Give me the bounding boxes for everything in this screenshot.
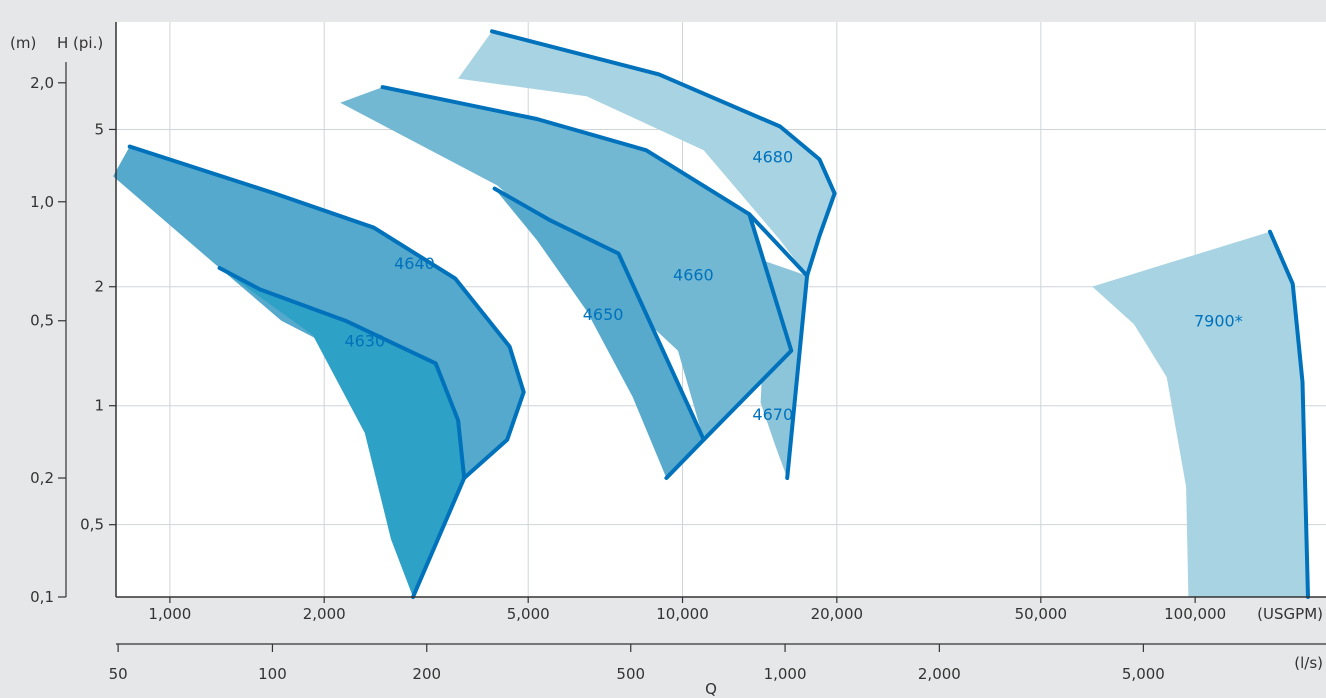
m-unit-label: (m)	[10, 34, 36, 52]
x-axis-title: Q	[705, 680, 717, 698]
edge-4640-top-line	[127, 144, 526, 480]
ft-tick-label: 0,5	[80, 516, 104, 534]
usgpm-tick-label: 2,000	[303, 605, 346, 623]
ft-unit-label: H (pi.)	[57, 34, 103, 52]
series-label-7900*: 7900*	[1194, 312, 1243, 331]
usgpm-tick-label: 5,000	[507, 605, 550, 623]
area-7900*	[1092, 231, 1308, 597]
edge-4650-bottom-line	[664, 437, 706, 480]
series-label-4630: 4630	[344, 332, 385, 351]
m-tick-label: 2,0	[30, 74, 54, 92]
edge-4660-right-line	[701, 212, 794, 442]
axes: 1,000 2,000 5,000 10,000 20,000 50,000 100,000…	[10, 22, 1326, 698]
series-label-4680: 4680	[752, 148, 793, 167]
lps-tick-label: 100	[258, 665, 287, 683]
m-tick-label: 0,1	[30, 588, 54, 606]
usgpm-tick-label: 10,000	[656, 605, 709, 623]
edge-7900-right-line	[1268, 229, 1310, 599]
usgpm-tick-label: 20,000	[811, 605, 864, 623]
usgpm-tick-label: 100,000	[1164, 605, 1226, 623]
lps-tick-label: 5,000	[1122, 665, 1165, 683]
lps-tick-label: 500	[616, 665, 645, 683]
area-4630	[219, 268, 465, 597]
area-4660	[340, 87, 792, 440]
lps-tick-label: 50	[109, 665, 128, 683]
m-tick-label: 0,2	[30, 469, 54, 487]
lps-tick-label: 2,000	[918, 665, 961, 683]
ft-tick-label: 5	[94, 120, 104, 138]
series-label-4650: 4650	[583, 305, 624, 324]
usgpm-tick-label: 50,000	[1015, 605, 1068, 623]
usgpm-tick-label: 1,000	[148, 605, 191, 623]
m-tick-label: 1,0	[30, 193, 54, 211]
area-4650	[494, 188, 704, 478]
lps-tick-label: 1,000	[764, 665, 807, 683]
lps-tick-label: 200	[412, 665, 441, 683]
area-4680	[458, 31, 835, 276]
edge-4630-top-line	[217, 266, 467, 480]
series-edges	[127, 29, 1310, 599]
edge-4650-top-line	[492, 186, 706, 442]
usgpm-unit-label: (USGPM)	[1257, 605, 1323, 623]
area-4670	[713, 216, 808, 478]
series-label-4660: 4660	[673, 265, 714, 284]
series-label-4640: 4640	[394, 254, 435, 273]
m-tick-label: 0,5	[30, 312, 54, 330]
edge-4660-top-line	[380, 85, 810, 278]
series-labels: 4680 4670 4660 4650 4640 4630 7900*	[344, 148, 1242, 425]
series-label-4670: 4670	[752, 405, 793, 424]
ft-tick-label: 1	[94, 397, 104, 415]
edge-4630-bottom-line	[411, 476, 467, 599]
edge-4670-right-line	[785, 273, 810, 480]
lps-unit-label: (l/s)	[1294, 654, 1323, 672]
edge-4680-top-line	[490, 29, 837, 278]
ft-tick-label: 2	[94, 278, 104, 296]
